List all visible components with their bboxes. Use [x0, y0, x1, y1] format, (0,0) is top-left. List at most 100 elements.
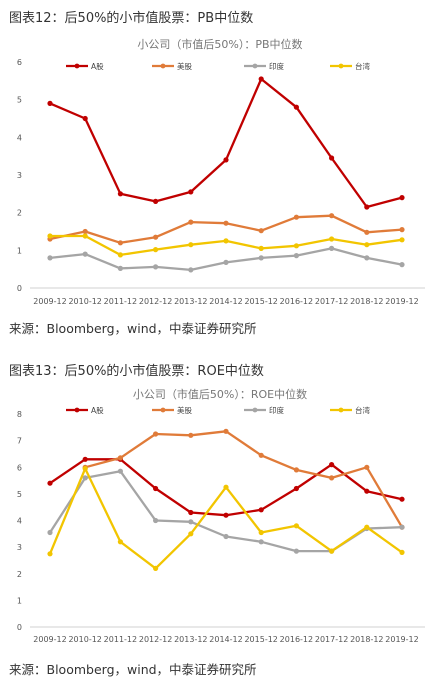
data-point — [293, 253, 299, 259]
y-tick-label: 4 — [17, 517, 22, 526]
x-tick-label: 2011-12 — [104, 635, 137, 644]
data-point — [188, 531, 194, 537]
legend-marker-2 — [252, 63, 258, 69]
legend-marker-1 — [160, 407, 166, 413]
data-point — [188, 189, 194, 195]
legend-marker-1 — [160, 63, 166, 69]
x-tick-label: 2017-12 — [315, 297, 348, 306]
data-point — [188, 219, 194, 225]
data-point — [364, 524, 370, 530]
data-point — [153, 565, 159, 571]
x-tick-label: 2019-12 — [385, 635, 418, 644]
legend-marker-3 — [338, 407, 344, 413]
figure-13-title: 图表13：后50%的小市值股票：ROE中位数 — [9, 364, 264, 379]
data-point — [293, 243, 299, 249]
data-point — [82, 456, 88, 462]
data-point — [153, 234, 159, 240]
data-point — [82, 251, 88, 257]
legend-marker-3 — [338, 63, 344, 69]
data-point — [223, 220, 229, 226]
x-tick-label: 2013-12 — [174, 635, 207, 644]
data-point — [223, 238, 229, 244]
data-point — [399, 496, 405, 502]
x-tick-label: 2015-12 — [244, 297, 277, 306]
data-point — [399, 549, 405, 555]
series-line-2 — [49, 247, 403, 272]
data-point — [399, 524, 405, 530]
series-line-3 — [48, 467, 403, 570]
data-point — [153, 517, 159, 524]
data-point — [364, 488, 370, 494]
data-point — [329, 475, 335, 481]
y-tick-label: 8 — [17, 410, 22, 419]
y-tick-label: 0 — [17, 623, 22, 632]
data-point — [364, 204, 370, 210]
data-point — [258, 452, 264, 458]
data-point — [153, 247, 159, 253]
data-point — [82, 233, 88, 239]
x-tick-label: 2018-12 — [350, 297, 383, 306]
data-point — [293, 485, 299, 492]
data-point — [223, 484, 229, 490]
data-point — [188, 267, 194, 273]
data-point — [153, 431, 159, 437]
x-tick-label: 2012-12 — [139, 297, 172, 306]
data-point — [82, 466, 88, 472]
data-point — [293, 548, 299, 554]
legend-marker-2 — [252, 407, 258, 413]
series-line-1 — [84, 430, 403, 528]
y-tick-label: 0 — [17, 284, 22, 293]
data-point — [188, 432, 194, 438]
x-tick-label: 2018-12 — [350, 635, 383, 644]
data-point — [188, 242, 194, 248]
data-point — [117, 468, 123, 474]
x-tick-label: 2015-12 — [244, 635, 277, 644]
data-point — [82, 475, 88, 481]
data-point — [258, 76, 264, 82]
legend-label-0: A股 — [91, 406, 104, 415]
data-point — [329, 548, 335, 554]
chart-title: 小公司（市值后50%）：PB中位数 — [137, 37, 302, 51]
data-point — [117, 539, 123, 545]
data-point — [117, 265, 123, 271]
legend-label-3: 台湾 — [355, 61, 370, 71]
figure-13-source: 来源：Bloomberg，wind，中泰证券研究所 — [9, 662, 257, 677]
data-point — [223, 259, 229, 265]
data-point — [258, 228, 264, 234]
data-point — [82, 115, 88, 122]
x-tick-label: 2011-12 — [104, 297, 137, 306]
data-point — [258, 539, 264, 545]
roe-median-line-chart: 小公司（市值后50%）：ROE中位数 A股 美股 印度 台湾 0 1 2 3 4 5 6 7 8 2009-… — [17, 387, 425, 644]
data-point — [188, 509, 194, 516]
data-point — [117, 191, 123, 197]
data-point — [329, 462, 335, 468]
y-tick-label: 3 — [17, 171, 22, 180]
legend-label-1: 美股 — [177, 405, 192, 415]
x-tick-label: 2013-12 — [174, 297, 207, 306]
data-point — [223, 512, 229, 518]
legend-marker-0 — [74, 407, 80, 413]
legend-label-3: 台湾 — [355, 405, 370, 415]
y-tick-label: 4 — [17, 133, 22, 142]
x-tick-label: 2014-12 — [209, 635, 242, 644]
data-point — [188, 519, 194, 525]
x-tick-label: 2014-12 — [209, 297, 242, 306]
data-point — [364, 255, 370, 261]
data-point — [153, 485, 159, 492]
data-point — [329, 155, 335, 161]
data-point — [47, 100, 53, 106]
data-point — [364, 464, 370, 470]
data-point — [117, 252, 123, 258]
y-tick-label: 6 — [17, 58, 22, 67]
legend-label-2: 印度 — [269, 405, 284, 415]
legend-label-0: A股 — [91, 62, 104, 71]
data-point — [47, 255, 53, 261]
data-point — [293, 523, 299, 529]
data-point — [293, 467, 299, 473]
data-point — [47, 480, 53, 486]
data-point — [293, 214, 299, 220]
data-point — [47, 529, 53, 536]
data-point — [329, 213, 335, 219]
data-point — [117, 240, 123, 246]
